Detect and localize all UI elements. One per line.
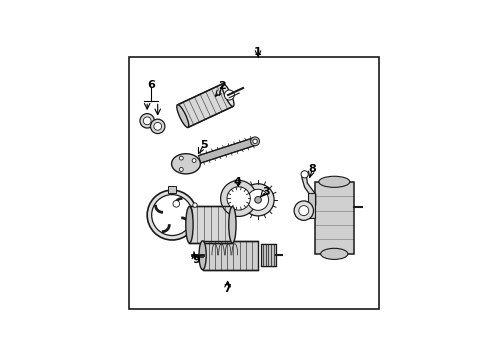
Ellipse shape [172, 154, 200, 174]
Circle shape [173, 201, 180, 207]
Circle shape [250, 137, 260, 146]
Circle shape [227, 187, 250, 210]
Circle shape [179, 156, 183, 160]
Text: 7: 7 [224, 284, 231, 294]
Bar [190, 207, 232, 243]
Circle shape [220, 180, 257, 216]
Polygon shape [300, 203, 305, 214]
Polygon shape [302, 172, 316, 205]
Text: 9: 9 [192, 255, 200, 265]
Text: 1: 1 [254, 47, 262, 57]
Circle shape [294, 201, 314, 220]
Text: 4: 4 [234, 177, 242, 187]
Bar [261, 244, 276, 266]
Circle shape [192, 158, 196, 162]
Circle shape [242, 184, 274, 216]
Circle shape [140, 114, 154, 128]
Ellipse shape [320, 248, 348, 260]
Ellipse shape [199, 241, 206, 270]
Ellipse shape [319, 176, 350, 187]
Circle shape [299, 206, 309, 216]
Bar [308, 193, 315, 218]
Circle shape [154, 122, 162, 130]
Circle shape [301, 171, 308, 178]
Circle shape [247, 189, 269, 210]
Circle shape [253, 139, 257, 144]
Text: 2: 2 [218, 81, 226, 91]
Ellipse shape [229, 207, 236, 243]
Text: 3: 3 [263, 186, 270, 197]
Circle shape [152, 195, 193, 235]
Circle shape [193, 203, 197, 207]
Circle shape [179, 167, 183, 171]
Circle shape [224, 90, 234, 100]
Ellipse shape [222, 84, 234, 107]
Bar [315, 182, 354, 254]
Bar [203, 241, 258, 270]
Text: 8: 8 [309, 164, 317, 174]
Circle shape [147, 190, 197, 240]
Bar [168, 186, 176, 193]
Ellipse shape [177, 105, 189, 127]
Polygon shape [198, 138, 256, 163]
Circle shape [255, 197, 261, 203]
Circle shape [150, 119, 165, 134]
Circle shape [143, 117, 151, 125]
Text: 5: 5 [200, 140, 208, 150]
Ellipse shape [186, 207, 193, 243]
Polygon shape [177, 84, 233, 127]
Text: 6: 6 [147, 80, 155, 90]
